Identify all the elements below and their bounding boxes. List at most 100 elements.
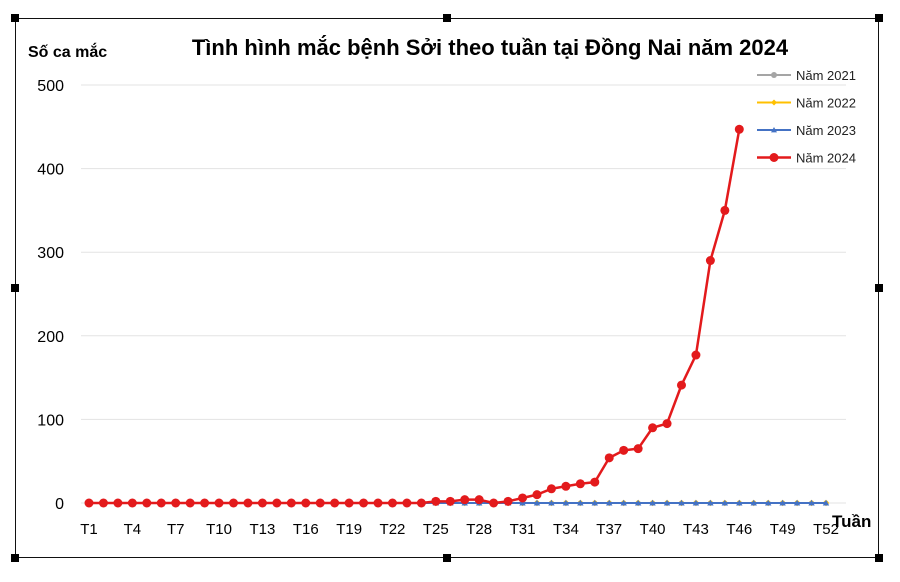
x-tick-labels: T1 T4 T7 T10 T13 T16 T19 T22 T25 T28 T31 T34 T37 T40 T… — [80, 521, 839, 538]
legend-label: Năm 2024 — [796, 151, 856, 166]
data-point — [127, 498, 137, 508]
resize-handle-bottom-middle[interactable] — [443, 554, 451, 562]
data-point — [431, 496, 441, 506]
data-point — [662, 419, 672, 429]
data-point — [633, 444, 643, 454]
data-point — [301, 498, 311, 508]
data-point — [214, 498, 224, 508]
legend: Năm 2021 Năm 2022 Năm 2023 Năm 2024 — [757, 68, 856, 166]
data-point — [546, 484, 556, 494]
chart-title: Tình hình mắc bệnh Sởi theo tuần tại Đồn… — [192, 35, 789, 60]
legend-marker — [771, 99, 777, 106]
data-point — [648, 423, 658, 433]
data-point — [344, 498, 354, 508]
data-point — [156, 498, 166, 508]
y-tick-labels: 0 100 200 300 400 500 — [37, 78, 64, 513]
data-point — [604, 453, 614, 463]
data-point — [591, 499, 598, 506]
data-point — [562, 499, 570, 506]
resize-handle-bottom-left[interactable] — [11, 554, 19, 562]
x-tick-label: T13 — [249, 521, 275, 538]
data-point — [359, 498, 369, 508]
data-point — [272, 498, 282, 508]
data-point — [750, 499, 757, 506]
x-tick-label: T31 — [510, 521, 536, 538]
x-tick-label: T40 — [640, 521, 666, 538]
resize-handle-middle-right[interactable] — [875, 284, 883, 292]
y-tick-label: 200 — [37, 329, 64, 346]
legend-item: Năm 2023 — [757, 123, 856, 138]
data-point — [707, 499, 714, 506]
data-point — [620, 499, 627, 506]
series-năm-2024 — [84, 124, 744, 508]
legend-label: Năm 2023 — [796, 123, 856, 138]
data-point — [793, 499, 801, 506]
resize-handle-top-middle[interactable] — [443, 14, 451, 22]
x-tick-label: T16 — [293, 521, 319, 538]
grid-lines — [81, 84, 846, 504]
data-point — [548, 499, 555, 506]
legend-item: Năm 2022 — [757, 96, 856, 111]
data-point — [286, 498, 296, 508]
x-tick-label: T19 — [336, 521, 362, 538]
data-point — [590, 477, 600, 487]
y-tick-label: 300 — [37, 245, 64, 262]
data-point — [315, 498, 325, 508]
resize-handle-middle-left[interactable] — [11, 284, 19, 292]
data-point — [460, 495, 470, 505]
data-point — [764, 499, 772, 506]
x-tick-label: T4 — [124, 521, 142, 538]
data-point — [533, 499, 541, 506]
resize-handle-bottom-right[interactable] — [875, 554, 883, 562]
data-point — [606, 499, 613, 506]
series-lines — [84, 124, 830, 508]
data-point — [519, 499, 526, 506]
data-point — [575, 479, 585, 489]
data-point — [808, 499, 815, 506]
data-point — [561, 481, 571, 491]
x-tick-label: T49 — [770, 521, 796, 538]
data-point — [518, 493, 528, 503]
data-point — [678, 499, 685, 506]
data-point — [243, 498, 253, 508]
y-tick-label: 100 — [37, 412, 64, 429]
data-point — [619, 445, 629, 455]
data-point — [736, 499, 743, 506]
data-point — [720, 205, 730, 215]
chart-frame — [15, 18, 879, 558]
data-point — [734, 124, 744, 134]
data-point — [416, 498, 426, 508]
data-point — [402, 498, 412, 508]
data-point — [489, 498, 499, 508]
x-tick-label: T46 — [726, 521, 752, 538]
x-tick-label: T52 — [813, 521, 839, 538]
x-tick-label: T37 — [596, 521, 622, 538]
data-point — [185, 498, 195, 508]
data-point — [257, 498, 267, 508]
legend-marker — [769, 153, 779, 162]
x-tick-label: T7 — [167, 521, 185, 538]
data-point — [705, 256, 715, 266]
y-tick-label: 500 — [37, 78, 64, 95]
legend-marker — [771, 72, 777, 78]
data-point — [503, 496, 513, 506]
data-point — [634, 499, 642, 506]
resize-handle-top-right[interactable] — [875, 14, 883, 22]
data-point — [692, 499, 700, 506]
data-point — [387, 498, 397, 508]
data-point — [822, 499, 830, 506]
data-point — [373, 498, 383, 508]
legend-label: Năm 2021 — [796, 68, 856, 83]
data-point — [142, 498, 152, 508]
data-point — [649, 499, 656, 506]
series-line — [89, 129, 741, 505]
data-point — [663, 499, 671, 506]
data-point — [779, 499, 786, 506]
data-point — [171, 498, 181, 508]
data-point — [577, 499, 584, 506]
resize-handle-top-left[interactable] — [11, 14, 19, 22]
x-tick-label: T28 — [466, 521, 492, 538]
data-point — [445, 496, 455, 506]
legend-item: Năm 2024 — [757, 151, 856, 166]
